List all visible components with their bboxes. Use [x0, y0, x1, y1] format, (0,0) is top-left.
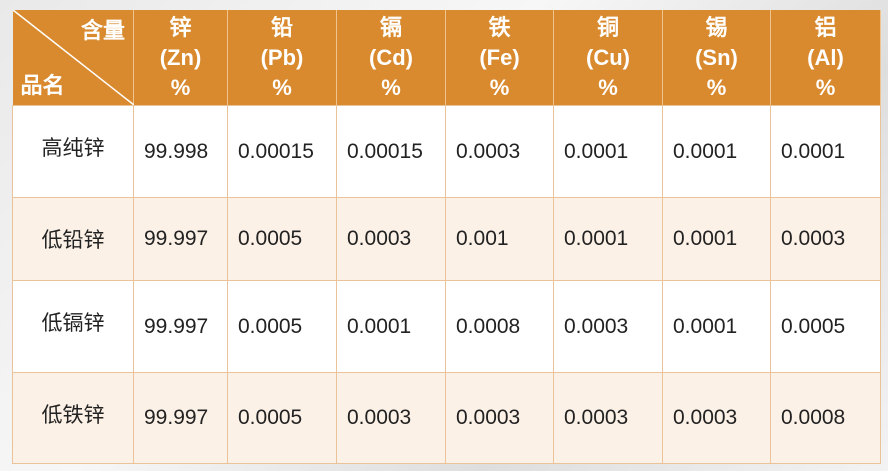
cell-value: 0.0001	[553, 105, 663, 198]
cell-value: 99.998	[133, 105, 228, 198]
cell-value: 0.0003	[445, 372, 554, 464]
cell-value: 0.0008	[770, 372, 881, 464]
table-row: 低铅锌 99.997 0.0005 0.0003 0.001 0.0001 0.0001 0.…	[12, 197, 881, 281]
column-header: 铅 (Pb)%	[227, 10, 337, 106]
cell-value: 99.997	[133, 197, 228, 281]
header-line: (Al)	[807, 44, 844, 70]
header-line: 铝	[814, 14, 837, 40]
header-line: 镉	[379, 14, 402, 40]
cell-value: 0.0001	[553, 197, 663, 281]
header-line: %	[170, 74, 191, 100]
header-line: (Pb)	[260, 44, 304, 70]
column-header: 镉 (Cd)%	[336, 10, 446, 106]
header-line: %	[706, 74, 727, 100]
cell-value: 0.0005	[227, 197, 337, 281]
header-line: %	[598, 74, 618, 100]
header-line: 铜	[596, 14, 619, 40]
header-line: (Cd)	[369, 44, 413, 70]
header-line: 铁	[488, 14, 511, 40]
cell-value: 99.997	[133, 280, 228, 373]
column-header: 锌 (Zn)%	[133, 10, 228, 106]
corner-cell: 含量 品名	[12, 10, 134, 106]
header-line: %	[815, 74, 836, 100]
header-line: (Sn)	[695, 44, 738, 70]
header-line: %	[381, 74, 401, 100]
cell-value: 0.0003	[553, 372, 663, 464]
cell-value: 0.0001	[662, 197, 771, 281]
corner-top: 含量	[80, 18, 125, 43]
column-header: 锡 (Sn)%	[662, 10, 771, 106]
table-row: 高纯锌 99.998 0.00015 0.00015 0.0003 0.0001 0.000…	[12, 105, 881, 198]
cell-value: 0.0001	[770, 105, 881, 198]
cell-value: 99.997	[133, 372, 228, 464]
cell-value: 0.0003	[445, 105, 554, 198]
cell-value: 0.0005	[770, 280, 881, 373]
header-line: %	[489, 74, 510, 100]
product-name: 低镉锌	[12, 280, 134, 373]
cell-value: 0.0003	[770, 197, 881, 281]
column-header: 铁 (Fe)%	[445, 10, 554, 106]
product-name: 低铁锌	[12, 372, 134, 464]
diagonal	[12, 10, 134, 105]
column-header: 铜 (Cu)%	[553, 10, 663, 106]
table-row: 低铁锌 99.997 0.0005 0.0003 0.0003 0.0003 0.0003 0…	[12, 372, 881, 464]
cell-value: 0.0008	[445, 280, 554, 373]
composition-table: 含量 品名 锌 (Zn)% 铅 (Pb)% 镉 (Cd)% 铁 (Fe)% 铜 (Cu)% 锡 (Sn…	[12, 10, 881, 464]
header-line: %	[272, 74, 292, 100]
cell-value: 0.0005	[227, 372, 337, 464]
header-line: 铅	[270, 14, 293, 40]
cell-value: 0.0003	[662, 372, 771, 464]
cell-value: 0.0001	[662, 280, 771, 373]
header-line: 锡	[705, 14, 728, 40]
column-header: 铝 (Al)%	[770, 10, 881, 106]
cell-value: 0.0001	[662, 105, 771, 198]
corner-bottom: 品名	[20, 73, 65, 98]
cell-value: 0.0003	[336, 372, 446, 464]
product-name: 低铅锌	[12, 197, 134, 281]
header-line: (Zn)	[159, 44, 202, 70]
cell-value: 0.00015	[227, 105, 337, 198]
cell-value: 0.0001	[336, 280, 446, 373]
header-line: (Fe)	[479, 44, 520, 70]
cell-value: 0.001	[445, 197, 554, 281]
header-line: 锌	[169, 14, 192, 40]
product-name: 高纯锌	[12, 105, 134, 198]
cell-value: 0.0005	[227, 280, 337, 373]
cell-value: 0.0003	[553, 280, 663, 373]
cell-value: 0.00015	[336, 105, 446, 198]
header-line: (Cu)	[586, 44, 630, 70]
cell-value: 0.0003	[336, 197, 446, 281]
table-row: 低镉锌 99.997 0.0005 0.0001 0.0008 0.0003 0.0001 0…	[12, 280, 881, 373]
